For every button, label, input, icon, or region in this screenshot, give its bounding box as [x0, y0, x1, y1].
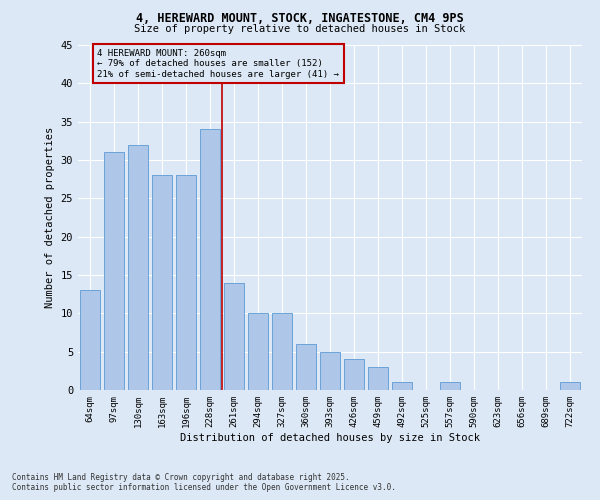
Y-axis label: Number of detached properties: Number of detached properties — [45, 127, 55, 308]
Bar — [368, 367, 388, 390]
Bar — [560, 382, 580, 390]
Bar — [152, 176, 172, 390]
Text: Size of property relative to detached houses in Stock: Size of property relative to detached ho… — [134, 24, 466, 34]
Bar — [296, 344, 316, 390]
X-axis label: Distribution of detached houses by size in Stock: Distribution of detached houses by size … — [180, 432, 480, 442]
Bar — [176, 176, 196, 390]
Bar — [200, 130, 220, 390]
Bar — [320, 352, 340, 390]
Text: 4 HEREWARD MOUNT: 260sqm
← 79% of detached houses are smaller (152)
21% of semi-: 4 HEREWARD MOUNT: 260sqm ← 79% of detach… — [97, 49, 339, 78]
Bar — [104, 152, 124, 390]
Bar — [272, 314, 292, 390]
Text: Contains HM Land Registry data © Crown copyright and database right 2025.
Contai: Contains HM Land Registry data © Crown c… — [12, 473, 396, 492]
Bar — [80, 290, 100, 390]
Bar — [224, 282, 244, 390]
Bar — [128, 144, 148, 390]
Bar — [344, 360, 364, 390]
Bar — [248, 314, 268, 390]
Bar — [392, 382, 412, 390]
Text: 4, HEREWARD MOUNT, STOCK, INGATESTONE, CM4 9PS: 4, HEREWARD MOUNT, STOCK, INGATESTONE, C… — [136, 12, 464, 26]
Bar — [440, 382, 460, 390]
